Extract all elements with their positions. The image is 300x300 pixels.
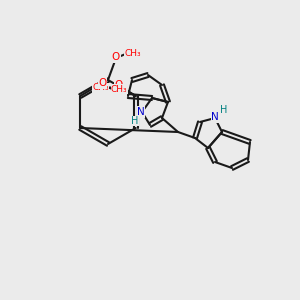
Text: N: N [137, 107, 145, 117]
Text: H: H [220, 105, 228, 115]
Text: N: N [211, 112, 219, 122]
Text: O: O [98, 78, 106, 88]
Text: O: O [112, 52, 120, 62]
Text: O: O [115, 80, 123, 90]
Text: CH₃: CH₃ [125, 49, 141, 58]
Text: CH₃: CH₃ [92, 83, 109, 92]
Text: H: H [131, 116, 139, 126]
Text: CH₃: CH₃ [111, 85, 128, 94]
